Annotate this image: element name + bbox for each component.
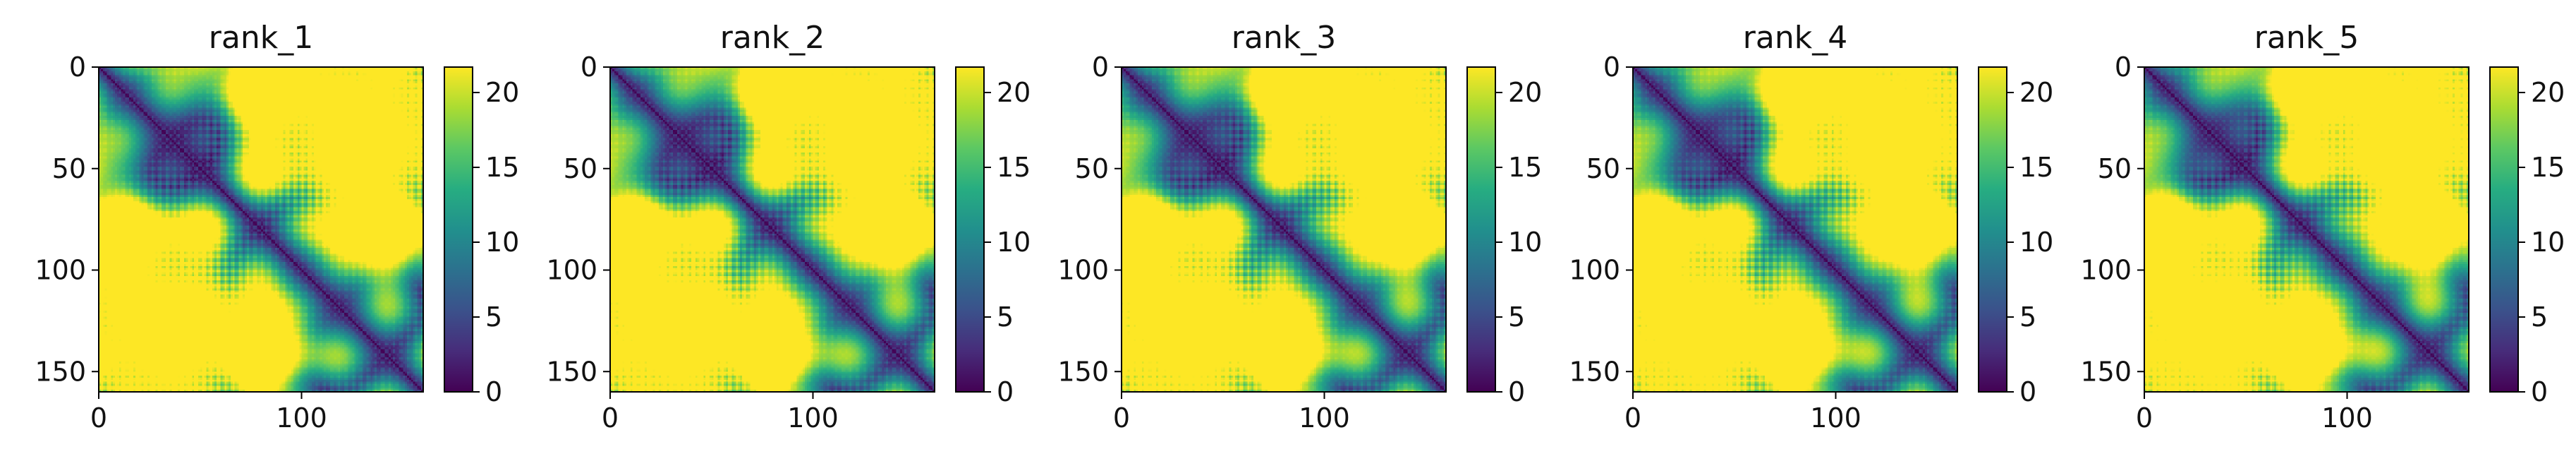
colorbar-tick-label: 0 xyxy=(2531,376,2548,407)
x-tick-label: 0 xyxy=(602,402,619,434)
y-tick-label: 150 xyxy=(1057,356,1109,387)
heatmap-image xyxy=(1122,67,1446,392)
y-tick-label: 50 xyxy=(52,153,86,184)
x-tick-label: 0 xyxy=(1624,402,1641,434)
heatmap-frame xyxy=(2144,66,2469,393)
colorbar-tick-label: 0 xyxy=(485,376,502,407)
colorbar-tick-label: 10 xyxy=(2019,227,2053,258)
colorbar-tick-label: 15 xyxy=(997,152,1031,183)
panel-title: rank_2 xyxy=(720,20,825,56)
panel-title: rank_5 xyxy=(2254,20,2359,56)
y-tick-label: 50 xyxy=(1075,153,1109,184)
colorbar-tick-label: 15 xyxy=(2531,152,2565,183)
heatmap-image xyxy=(1633,67,1957,392)
y-tick-label: 0 xyxy=(1092,52,1109,83)
x-tick-label: 100 xyxy=(2321,402,2373,434)
y-tick-label: 150 xyxy=(35,356,86,387)
heatmap-image xyxy=(2144,67,2469,392)
y-tick-label: 0 xyxy=(581,52,597,83)
y-tick-label: 100 xyxy=(546,255,597,286)
y-tick-label: 100 xyxy=(2080,255,2132,286)
colorbar-tick-label: 20 xyxy=(2531,77,2565,108)
y-tick-label: 0 xyxy=(1603,52,1620,83)
x-tick-label: 100 xyxy=(787,402,839,434)
colorbar xyxy=(444,66,473,393)
colorbar-tick-label: 10 xyxy=(2531,227,2565,258)
y-tick-label: 50 xyxy=(564,153,597,184)
colorbar xyxy=(1978,66,2007,393)
heatmap-image xyxy=(610,67,935,392)
colorbar-tick-label: 5 xyxy=(1508,301,1525,333)
colorbar-tick-label: 20 xyxy=(1508,77,1542,108)
y-tick-label: 150 xyxy=(2080,356,2132,387)
y-tick-label: 0 xyxy=(2115,52,2132,83)
x-tick-label: 0 xyxy=(2136,402,2153,434)
x-tick-label: 100 xyxy=(1810,402,1861,434)
panel-title: rank_3 xyxy=(1232,20,1336,56)
y-tick-label: 150 xyxy=(1569,356,1620,387)
heatmap-image xyxy=(99,67,423,392)
colorbar-tick-label: 0 xyxy=(1508,376,1525,407)
colorbar-tick-label: 15 xyxy=(2019,152,2053,183)
colorbar-tick-label: 0 xyxy=(2019,376,2036,407)
colorbar-tick-label: 10 xyxy=(997,227,1031,258)
colorbar-tick-label: 15 xyxy=(485,152,519,183)
y-tick-label: 100 xyxy=(1057,255,1109,286)
colorbar-tick-label: 20 xyxy=(485,77,519,108)
colorbar-tick-label: 10 xyxy=(485,227,519,258)
colorbar xyxy=(955,66,985,393)
colorbar-tick-label: 20 xyxy=(2019,77,2053,108)
colorbar-tick-label: 0 xyxy=(997,376,1014,407)
y-tick-label: 100 xyxy=(1569,255,1620,286)
colorbar-tick-label: 5 xyxy=(997,301,1014,333)
colorbar-tick-label: 15 xyxy=(1508,152,1542,183)
x-tick-label: 0 xyxy=(1113,402,1130,434)
x-tick-label: 100 xyxy=(1299,402,1350,434)
colorbar xyxy=(2489,66,2519,393)
panel-title: rank_4 xyxy=(1743,20,1847,56)
colorbar-tick-label: 5 xyxy=(2019,301,2036,333)
y-tick-label: 50 xyxy=(1586,153,1620,184)
y-tick-label: 150 xyxy=(546,356,597,387)
y-tick-label: 0 xyxy=(69,52,86,83)
panel-title: rank_1 xyxy=(209,20,313,56)
colorbar-tick-label: 10 xyxy=(1508,227,1542,258)
heatmap-frame xyxy=(1121,66,1447,393)
heatmap-frame xyxy=(1632,66,1958,393)
x-tick-label: 0 xyxy=(90,402,107,434)
y-tick-label: 50 xyxy=(2098,153,2132,184)
y-tick-label: 100 xyxy=(35,255,86,286)
heatmap-frame xyxy=(98,66,424,393)
colorbar-tick-label: 20 xyxy=(997,77,1031,108)
colorbar-tick-label: 5 xyxy=(2531,301,2548,333)
colorbar-tick-label: 5 xyxy=(485,301,502,333)
heatmap-frame xyxy=(609,66,935,393)
x-tick-label: 100 xyxy=(276,402,327,434)
colorbar xyxy=(1466,66,1496,393)
